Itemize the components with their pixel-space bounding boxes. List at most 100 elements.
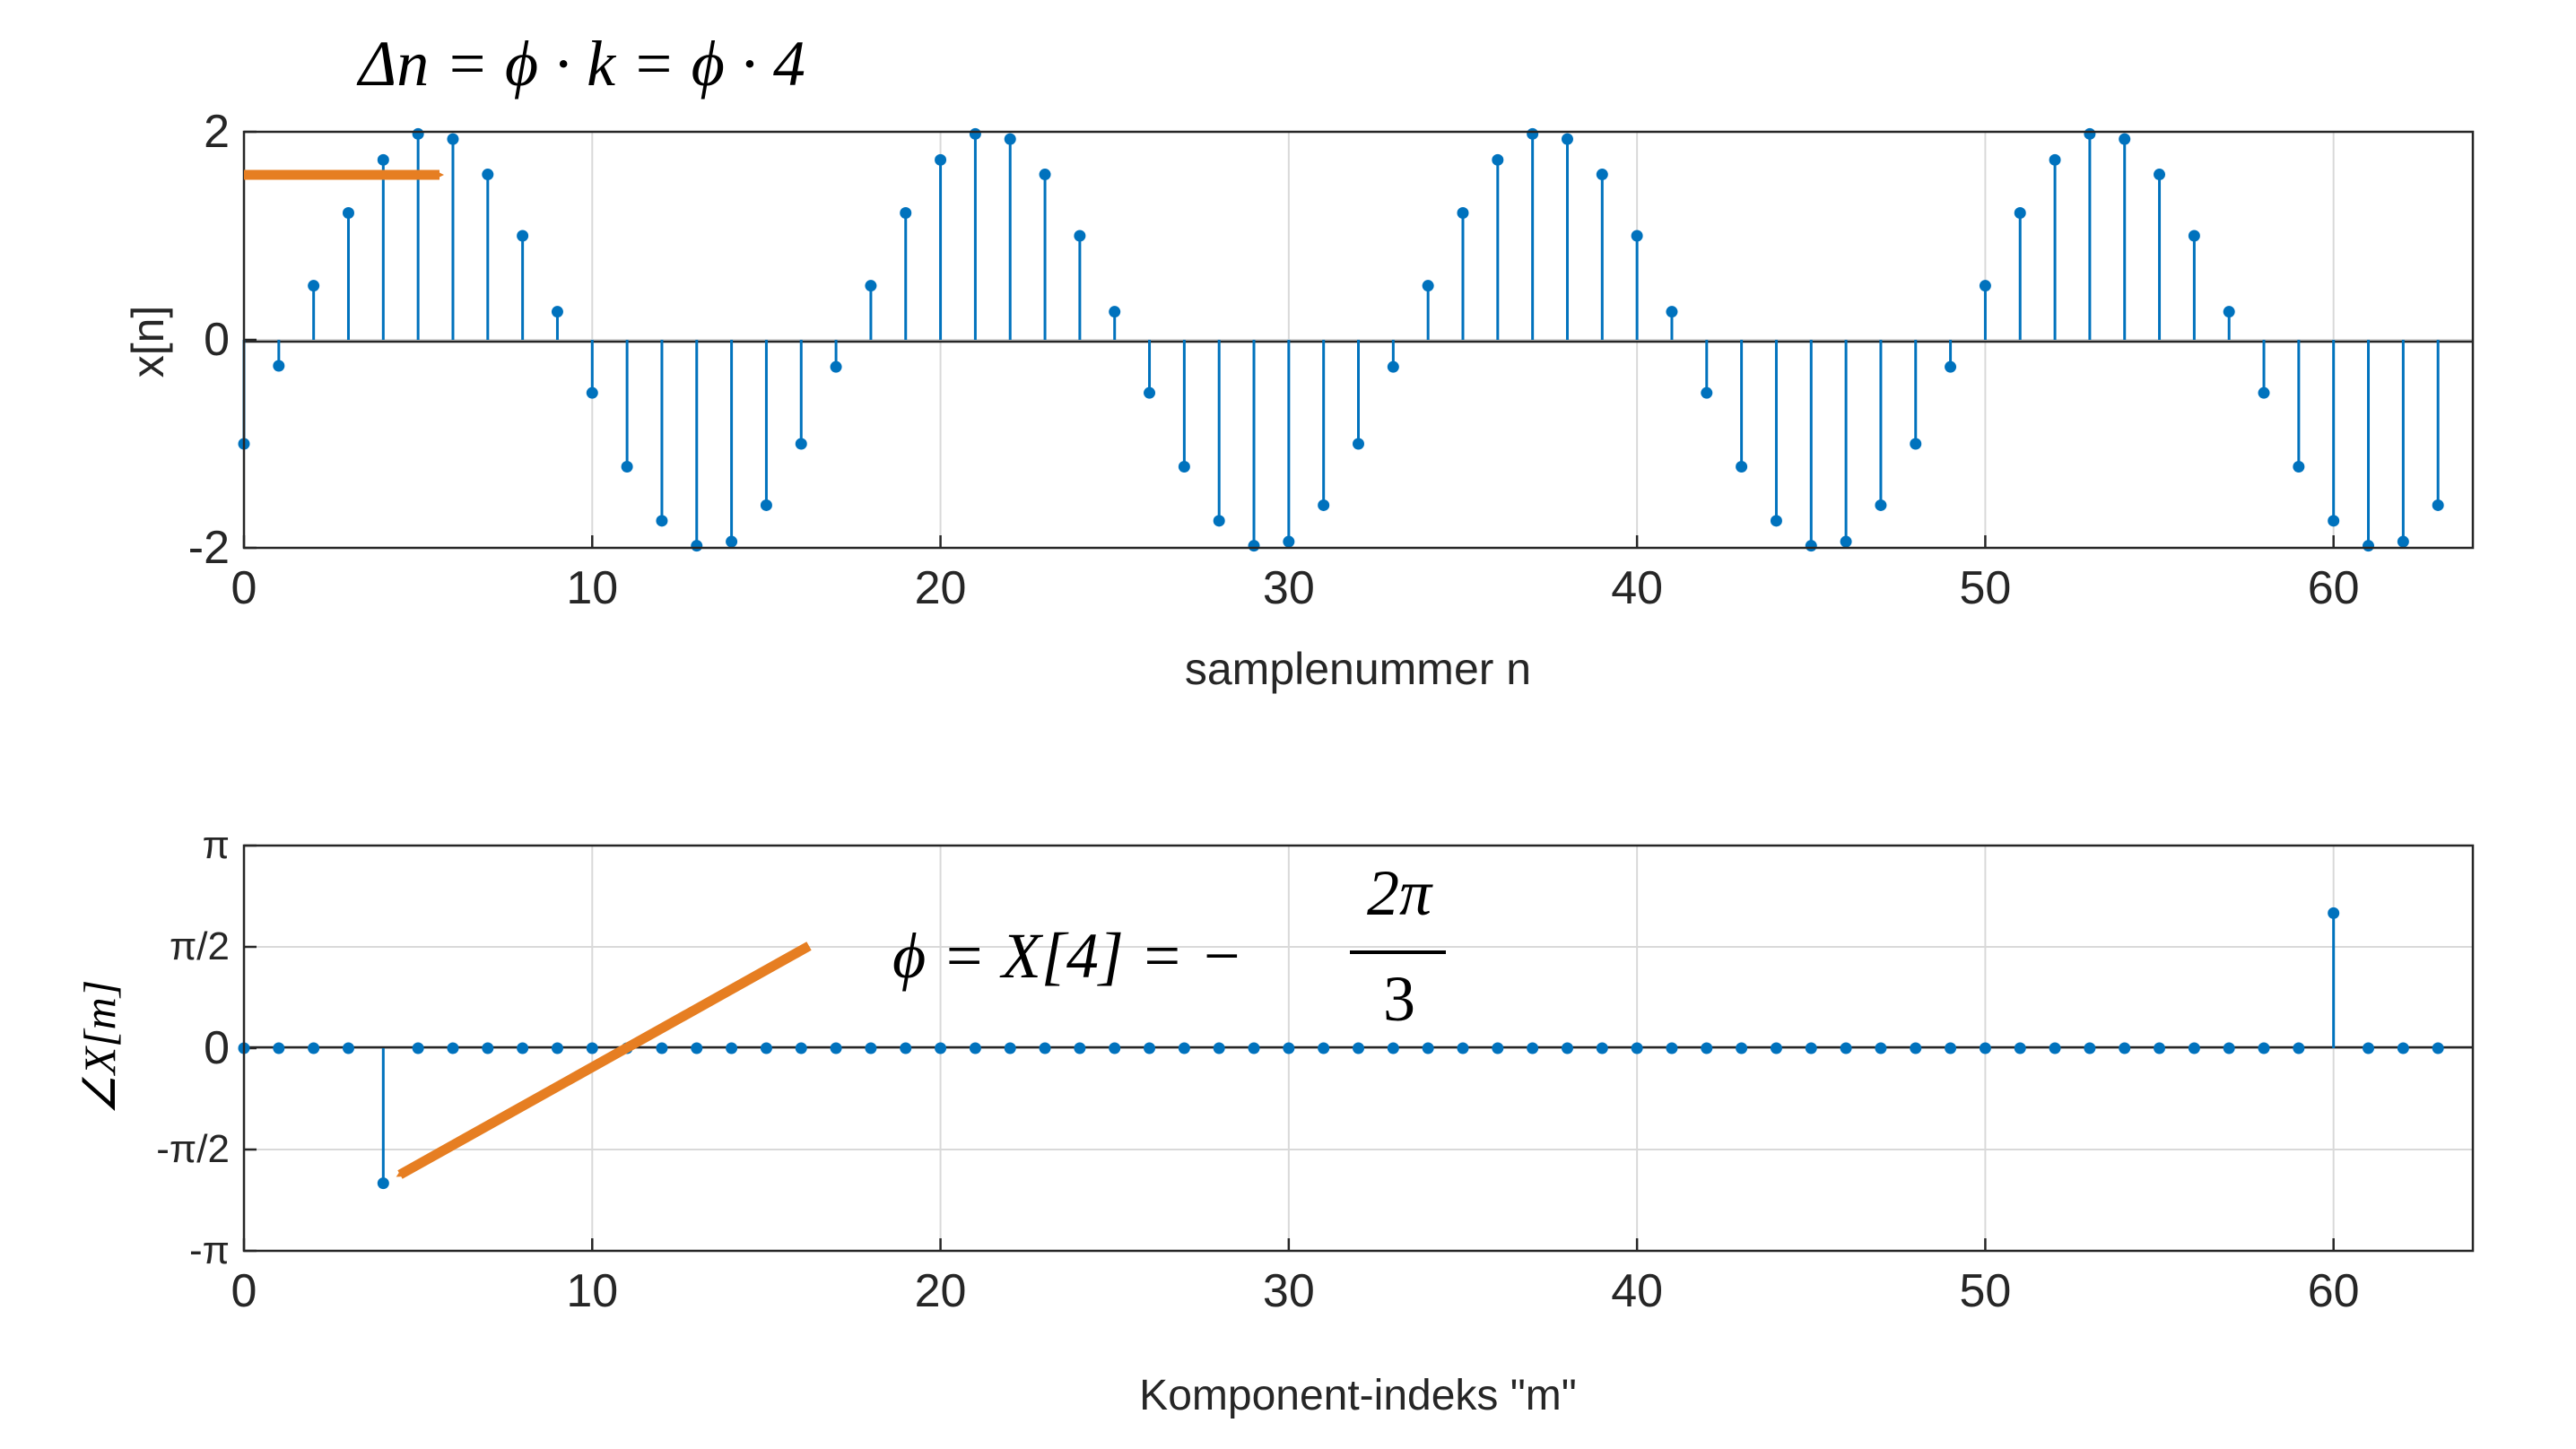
stem-point bbox=[1666, 306, 1678, 318]
stem-point bbox=[726, 1042, 738, 1054]
stem-point bbox=[342, 206, 354, 219]
stem-point bbox=[621, 461, 633, 473]
stem-point bbox=[1353, 1042, 1364, 1054]
y-tick-label: 0 bbox=[204, 314, 230, 366]
stem-point bbox=[342, 1042, 354, 1054]
stem-point bbox=[1457, 1042, 1469, 1054]
bottom-plot: 0 10 20 30 40 50 60 π π/2 0 -π/2 -π Komponent-inde… bbox=[74, 823, 2475, 1419]
stem-point bbox=[969, 127, 981, 140]
stem-point bbox=[1492, 153, 1504, 166]
stem-point bbox=[1770, 515, 1782, 527]
stem-point bbox=[1213, 1042, 1225, 1054]
stem-point bbox=[900, 1042, 912, 1054]
stem-point bbox=[1004, 133, 1016, 145]
stem-point bbox=[2154, 1042, 2166, 1054]
stem-point bbox=[1283, 535, 1295, 548]
stem-point bbox=[1979, 280, 1991, 292]
stem-point bbox=[760, 1042, 772, 1054]
stem-point bbox=[517, 1042, 529, 1054]
stem-point bbox=[2293, 461, 2305, 473]
stem-point bbox=[2397, 1042, 2409, 1054]
stem-point bbox=[2432, 499, 2444, 511]
bottom-plot-y-label: ∠X[m] bbox=[74, 980, 125, 1115]
x-tick-label: 0 bbox=[231, 1265, 257, 1317]
x-tick-label: 10 bbox=[566, 562, 618, 614]
stem-point bbox=[1945, 360, 1957, 373]
stem-point bbox=[2293, 1042, 2305, 1054]
bottom-formula-numerator: 2π bbox=[1367, 857, 1433, 929]
stem-point bbox=[2397, 535, 2409, 548]
stem-point bbox=[1736, 461, 1748, 473]
bottom-formula: ϕ = X[4] = − 2π 3 bbox=[892, 857, 1446, 1035]
top-plot-y-label: x[n] bbox=[123, 306, 173, 378]
stem-point bbox=[795, 438, 807, 450]
stem-point bbox=[273, 360, 285, 372]
bottom-formula-denominator: 3 bbox=[1383, 963, 1415, 1035]
stem-point bbox=[1039, 169, 1051, 181]
stem-point bbox=[935, 1042, 947, 1054]
stem-point bbox=[2119, 1042, 2131, 1054]
stem-point bbox=[1422, 1042, 1434, 1054]
stem-point bbox=[2119, 133, 2131, 145]
stem-point bbox=[865, 280, 877, 292]
stem-point bbox=[865, 1042, 877, 1054]
stem-point bbox=[1039, 1042, 1051, 1054]
top-plot: 0 10 20 30 40 50 60 20-2 samplenummer n x[n] bbox=[123, 106, 2475, 694]
x-tick-label: 20 bbox=[915, 562, 967, 614]
top-plot-x-label: samplenummer n bbox=[1185, 644, 1531, 694]
top-plot-x-ticks: 0 10 20 30 40 50 60 bbox=[231, 562, 2360, 614]
stem-point bbox=[1213, 515, 1225, 527]
stem-point bbox=[1004, 1042, 1016, 1054]
stem-point bbox=[308, 280, 320, 292]
x-tick-label: 60 bbox=[2308, 562, 2360, 614]
bottom-plot-x-ticks: 0 10 20 30 40 50 60 bbox=[231, 1265, 2360, 1317]
stem-point bbox=[1178, 1042, 1190, 1054]
stem-point bbox=[1109, 306, 1121, 318]
stem-point bbox=[1387, 360, 1399, 373]
stem-point bbox=[1979, 1042, 1991, 1054]
stem-point bbox=[1527, 1042, 1539, 1054]
stem-point bbox=[1457, 206, 1469, 219]
stem-point bbox=[412, 127, 424, 140]
stem-point bbox=[726, 535, 738, 548]
stem-point bbox=[2014, 206, 2026, 219]
y-tick-label: -π bbox=[189, 1228, 230, 1272]
y-tick-label: -π/2 bbox=[156, 1127, 230, 1171]
stem-point bbox=[2363, 540, 2375, 552]
stem-point bbox=[2363, 1042, 2375, 1054]
x-tick-label: 30 bbox=[1263, 562, 1315, 614]
stem-point bbox=[830, 360, 842, 373]
top-plot-stems bbox=[238, 127, 2444, 552]
y-tick-label: 2 bbox=[204, 106, 230, 158]
stem-point bbox=[1910, 438, 1922, 450]
stem-point bbox=[2188, 230, 2200, 242]
stem-point bbox=[656, 515, 668, 527]
bottom-formula-lhs: ϕ = X[4] = − bbox=[892, 920, 1243, 992]
stem-point bbox=[1422, 280, 1434, 292]
stem-point bbox=[551, 306, 563, 318]
stem-point bbox=[656, 1042, 668, 1054]
y-tick-label: -2 bbox=[188, 522, 230, 574]
stem-point bbox=[273, 1042, 285, 1054]
stem-point bbox=[1248, 1042, 1260, 1054]
stem-point bbox=[1318, 499, 1330, 511]
stem-point bbox=[2258, 1042, 2270, 1054]
stem-point bbox=[830, 1042, 842, 1054]
stem-point bbox=[1701, 1042, 1713, 1054]
stem-point bbox=[2223, 306, 2235, 318]
y-tick-label: π/2 bbox=[170, 924, 230, 968]
stem-point bbox=[447, 133, 459, 145]
stem-point bbox=[1631, 1042, 1643, 1054]
stem-point bbox=[1561, 1042, 1573, 1054]
stem-point bbox=[1770, 1042, 1782, 1054]
x-tick-label: 50 bbox=[1959, 1265, 2011, 1317]
stem-point bbox=[586, 1042, 598, 1054]
stem-point bbox=[2084, 127, 2096, 140]
bottom-plot-stems bbox=[238, 907, 2444, 1190]
stem-point bbox=[412, 1042, 424, 1054]
stem-point bbox=[1840, 1042, 1852, 1054]
stem-point bbox=[2328, 907, 2340, 919]
stem-point bbox=[1387, 1042, 1399, 1054]
x-tick-label: 60 bbox=[2308, 1265, 2360, 1317]
stem-point bbox=[377, 1177, 389, 1190]
